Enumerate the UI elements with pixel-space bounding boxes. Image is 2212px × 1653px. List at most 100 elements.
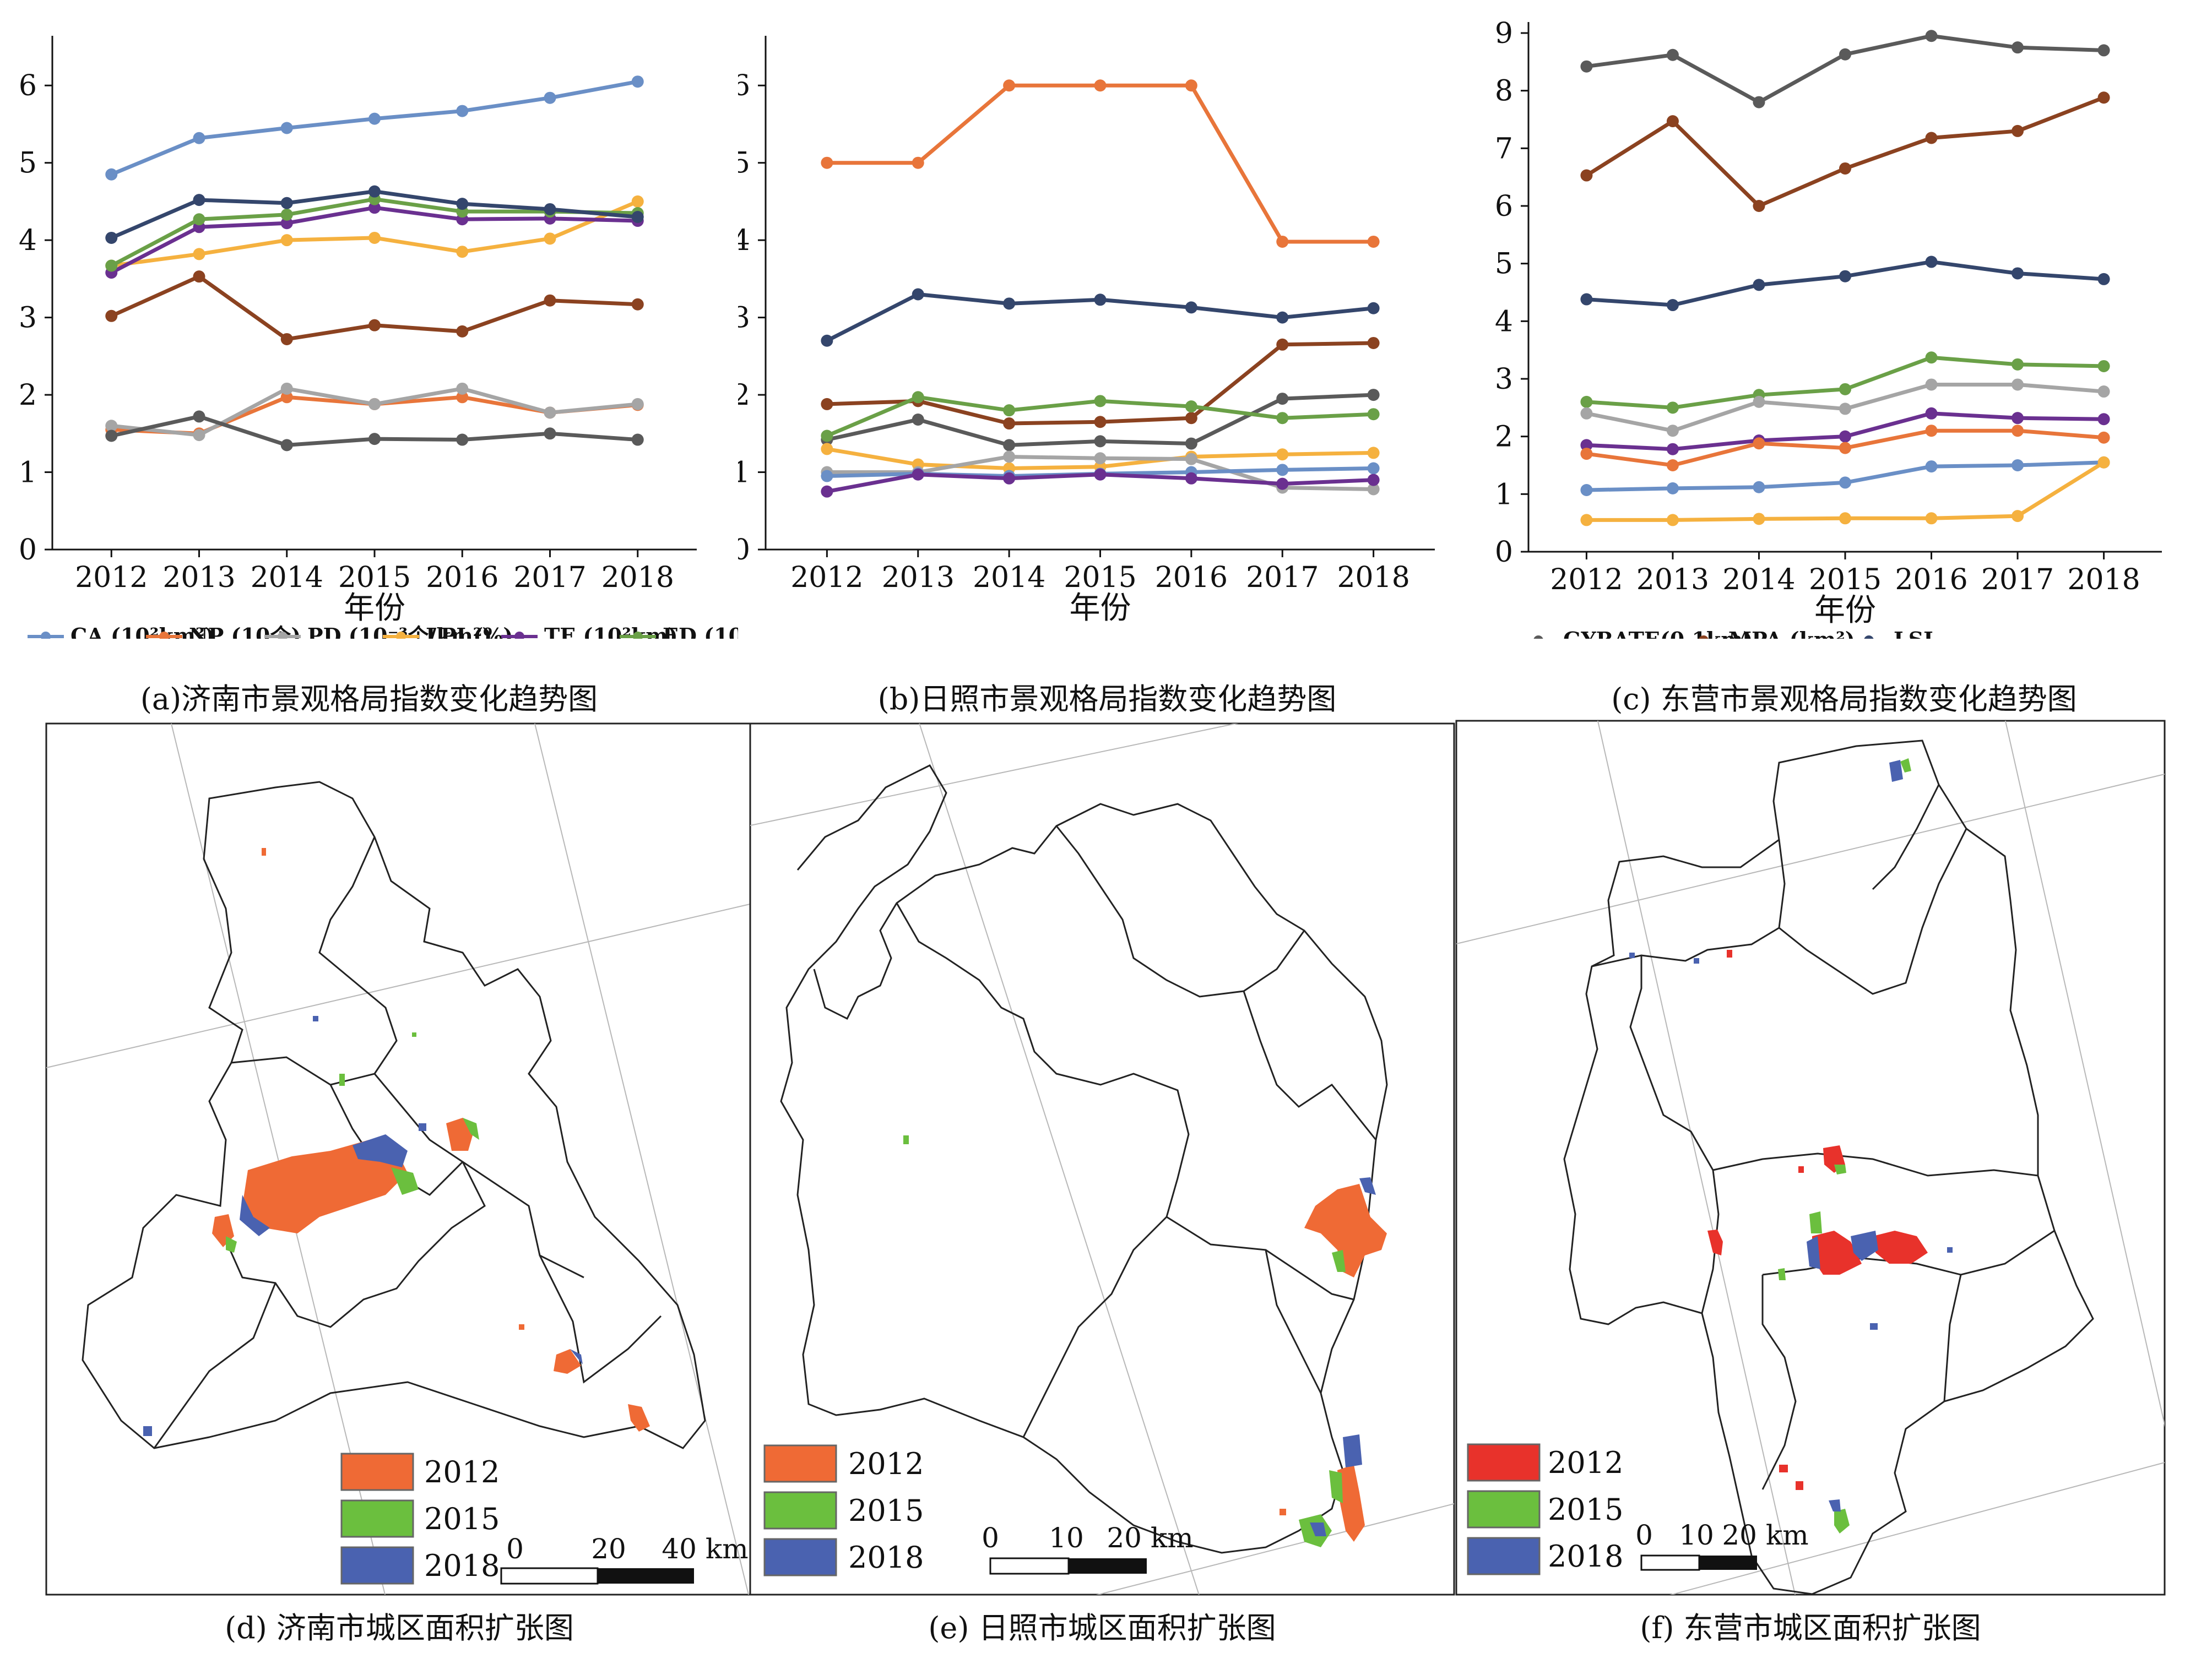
data-point	[2097, 431, 2110, 444]
data-point	[1580, 514, 1593, 526]
y-tick-label: 4	[738, 224, 750, 257]
x-tick-label: 2013	[1636, 563, 1709, 596]
y-tick-label: 3	[1495, 363, 1513, 396]
map-rizhao: 2012 2015 2018 0 10 20 km	[749, 722, 1455, 1596]
data-point	[912, 391, 924, 404]
x-tick-label: 2016	[426, 561, 498, 594]
data-point	[631, 433, 644, 446]
data-point	[1839, 512, 1851, 525]
data-point	[2097, 360, 2110, 372]
data-point	[456, 198, 469, 210]
chart-b: 0 1 2 3 4 5 6 2012 2013 2014 2015 2016 2017 2018 年份	[738, 36, 1435, 626]
data-point	[1666, 425, 1679, 437]
data-point	[368, 319, 381, 331]
data-point	[1367, 483, 1380, 496]
x-tick-label: 2014	[1722, 563, 1795, 596]
data-point	[1094, 79, 1107, 92]
legend-label-2012: 2012	[848, 1447, 924, 1481]
data-point	[2012, 510, 2024, 523]
data-point	[1367, 336, 1380, 349]
data-point	[1185, 301, 1197, 314]
data-point	[280, 197, 293, 209]
y-tick-label: 6	[738, 69, 750, 102]
data-point	[193, 213, 205, 226]
data-point	[1925, 255, 1938, 268]
legend-swatch-2012	[763, 1444, 837, 1483]
data-point	[821, 334, 833, 347]
graticule	[46, 724, 752, 1595]
data-point	[456, 391, 469, 404]
legend-label: MPA (km²)	[1728, 627, 1855, 639]
data-point	[1580, 169, 1593, 182]
data-point	[1925, 30, 1938, 42]
data-point	[631, 211, 644, 224]
data-point	[368, 185, 381, 198]
legend-label-2018: 2018	[848, 1540, 924, 1575]
scale-label-0: 0	[982, 1522, 999, 1554]
data-point	[105, 429, 118, 442]
data-point	[1666, 514, 1679, 526]
y-tick-label: 9	[1495, 17, 1513, 50]
data-point	[1925, 351, 1938, 364]
legend-marker	[1533, 635, 1543, 639]
data-point	[1839, 403, 1851, 415]
legend-label-2015: 2015	[848, 1493, 924, 1528]
x-tick-label: 2012	[75, 561, 148, 594]
data-point	[280, 382, 293, 395]
chart-a: 0 1 2 3 4 5 6 2012 2013 2014 2015 2016 2017 2018 年份 CA …	[19, 36, 738, 639]
series-line	[111, 387, 638, 437]
y-tick-label: 6	[19, 69, 37, 102]
y-tick-label: 3	[738, 302, 750, 335]
x-tick-label: 2013	[882, 561, 955, 594]
y-tick-label: 5	[738, 147, 750, 180]
x-tick-label: 2018	[601, 561, 674, 594]
legend-label: LPI (%)	[426, 623, 513, 639]
data-point	[2012, 412, 2024, 425]
data-point	[456, 325, 469, 338]
data-point	[631, 195, 644, 208]
data-point	[105, 309, 118, 322]
data-point	[1367, 408, 1380, 421]
data-point	[821, 485, 833, 498]
caption-f: (f) 东营市城区面积扩张图	[1640, 1611, 1981, 1645]
data-point	[1839, 476, 1851, 489]
data-point	[1185, 412, 1197, 425]
data-point	[1839, 270, 1851, 282]
data-point	[1753, 200, 1765, 212]
x-tick-label: 2015	[338, 561, 411, 594]
legend-swatch-2018	[340, 1546, 414, 1585]
x-tick-label: 2012	[1550, 563, 1623, 596]
legend-swatch-2018	[763, 1538, 837, 1576]
data-point	[2012, 459, 2024, 471]
data-point	[456, 105, 469, 117]
data-point	[368, 433, 381, 445]
data-point	[1666, 299, 1679, 312]
data-point	[280, 208, 293, 221]
x-tick-label: 2014	[251, 561, 323, 594]
legend-marker	[1699, 635, 1709, 639]
legend-marker	[1864, 635, 1874, 639]
data-point	[1580, 293, 1593, 306]
data-point	[1666, 482, 1679, 494]
legend-label: CA (10²km²)	[71, 623, 215, 639]
y-tick-label: 1	[19, 456, 37, 490]
data-point	[280, 122, 293, 134]
chart-c: 0 1 2 3 4 5 6 7 8 9 2012 2013 2014 2015 2016 2017 2018 年份…	[1495, 17, 2162, 639]
legend-marker	[278, 632, 288, 639]
data-point	[1003, 79, 1016, 92]
data-point	[912, 288, 924, 301]
data-point	[105, 259, 118, 272]
data-point	[631, 75, 644, 88]
x-axis-label: 年份	[1070, 590, 1131, 626]
x-tick-label: 2017	[1981, 563, 2054, 596]
data-point	[2097, 456, 2110, 469]
data-point	[1367, 235, 1380, 248]
legend-label: TE (10²km)	[544, 623, 678, 639]
data-point	[1753, 481, 1765, 493]
y-tick-label: 2	[738, 379, 750, 412]
x-tick-label: 2018	[1337, 561, 1409, 594]
x-tick-label: 2017	[1246, 561, 1319, 594]
scale-label-0: 0	[1635, 1519, 1653, 1551]
data-point	[544, 406, 556, 419]
data-point	[1580, 60, 1593, 73]
